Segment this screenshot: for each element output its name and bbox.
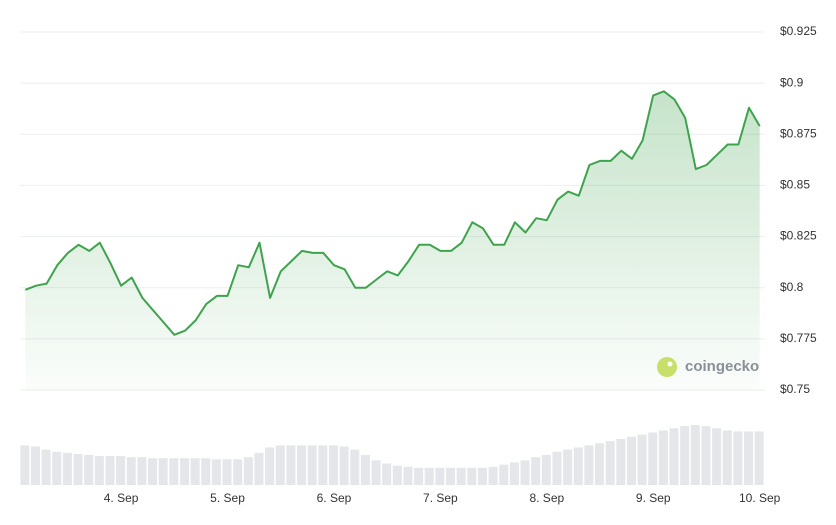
volume-bar <box>382 463 392 485</box>
x-tick-label: 4. Sep <box>104 491 139 505</box>
volume-bar <box>744 431 754 485</box>
x-tick-label: 5. Sep <box>210 491 245 505</box>
volume-bar <box>520 460 530 485</box>
volume-bar <box>456 467 466 485</box>
y-tick-label: $0.8 <box>780 280 804 294</box>
volume-bar <box>350 449 360 485</box>
volume-bar <box>30 446 40 485</box>
price-line <box>24 90 761 336</box>
volume-bar <box>722 430 732 485</box>
volume-bar <box>137 457 147 485</box>
x-tick-label: 6. Sep <box>317 491 352 505</box>
volume-bar <box>552 451 562 485</box>
x-tick-label: 8. Sep <box>529 491 564 505</box>
volume-bar <box>658 430 668 485</box>
volume-bar <box>392 465 402 485</box>
volume-bar <box>84 455 94 485</box>
volume-bar <box>605 441 615 485</box>
y-tick-label: $0.875 <box>780 126 817 140</box>
volume-bar <box>360 455 370 485</box>
volume-bar <box>254 452 264 485</box>
y-tick-label: $0.75 <box>780 382 810 396</box>
watermark-text: coingecko <box>685 358 759 375</box>
volume-bar <box>446 467 456 485</box>
volume-bar <box>265 447 275 485</box>
volume-bar <box>499 464 509 485</box>
volume-bar <box>297 445 307 485</box>
volume-bar <box>201 458 211 485</box>
volume-bar <box>531 457 541 485</box>
volume-bar <box>179 458 189 485</box>
volume-bar <box>435 467 445 485</box>
volume-bar <box>233 459 243 485</box>
volume-bar <box>541 455 551 485</box>
volume-bar <box>669 428 679 485</box>
volume-bar <box>690 425 700 485</box>
volume-bar <box>20 445 30 485</box>
volume-bar <box>584 445 594 485</box>
y-tick-label: $0.825 <box>780 229 817 243</box>
volume-bar <box>403 466 413 485</box>
volume-bar <box>733 431 743 485</box>
volume-bar <box>648 432 658 485</box>
watermark-logo-eye <box>667 361 673 367</box>
volume-bar <box>339 446 349 485</box>
volume-bar <box>41 449 51 485</box>
volume-bar <box>424 467 434 485</box>
volume-bar <box>477 467 487 485</box>
volume-bar <box>371 460 381 485</box>
watermark-logo <box>657 357 677 377</box>
volume-bar <box>243 457 253 485</box>
y-tick-label: $0.775 <box>780 331 817 345</box>
volume-bar <box>701 426 711 485</box>
volume-bar <box>712 428 722 485</box>
volume-bar <box>680 426 690 485</box>
volume-bar <box>222 459 232 485</box>
volume-bar <box>318 445 328 485</box>
volume-bar <box>488 466 498 485</box>
volume-bar <box>158 458 168 485</box>
y-tick-label: $0.9 <box>780 75 804 89</box>
y-tick-label: $0.85 <box>780 178 810 192</box>
volume-bar <box>275 445 285 485</box>
volume-bar <box>52 451 62 485</box>
volume-bar <box>754 431 764 485</box>
volume-bar <box>94 456 104 485</box>
x-tick-label: 7. Sep <box>423 491 458 505</box>
volume-bar <box>637 434 647 485</box>
volume-bar <box>307 445 317 485</box>
volume-bar <box>126 457 136 485</box>
volume-bar <box>328 445 338 485</box>
volume-bar <box>573 447 583 485</box>
volume-bar <box>116 456 126 485</box>
volume-bar <box>62 452 72 485</box>
volume-bar <box>616 438 626 485</box>
x-tick-label: 10. Sep <box>739 491 781 505</box>
x-tick-label: 9. Sep <box>636 491 671 505</box>
volume-bar <box>190 458 200 485</box>
volume-bar <box>73 453 83 485</box>
price-area <box>25 91 760 391</box>
volume-bar <box>467 467 477 485</box>
volume-bar <box>286 445 296 485</box>
volume-bar <box>211 459 221 485</box>
volume-bar <box>148 458 158 485</box>
volume-bar <box>169 458 179 485</box>
volume-bar <box>626 436 636 485</box>
volume-bar <box>414 467 424 485</box>
volume-bar <box>595 443 605 485</box>
volume-bar <box>563 449 573 485</box>
volume-bar <box>105 456 115 485</box>
y-tick-label: $0.925 <box>780 24 817 38</box>
watermark: coingecko <box>657 357 759 377</box>
volume-bar <box>509 462 519 485</box>
